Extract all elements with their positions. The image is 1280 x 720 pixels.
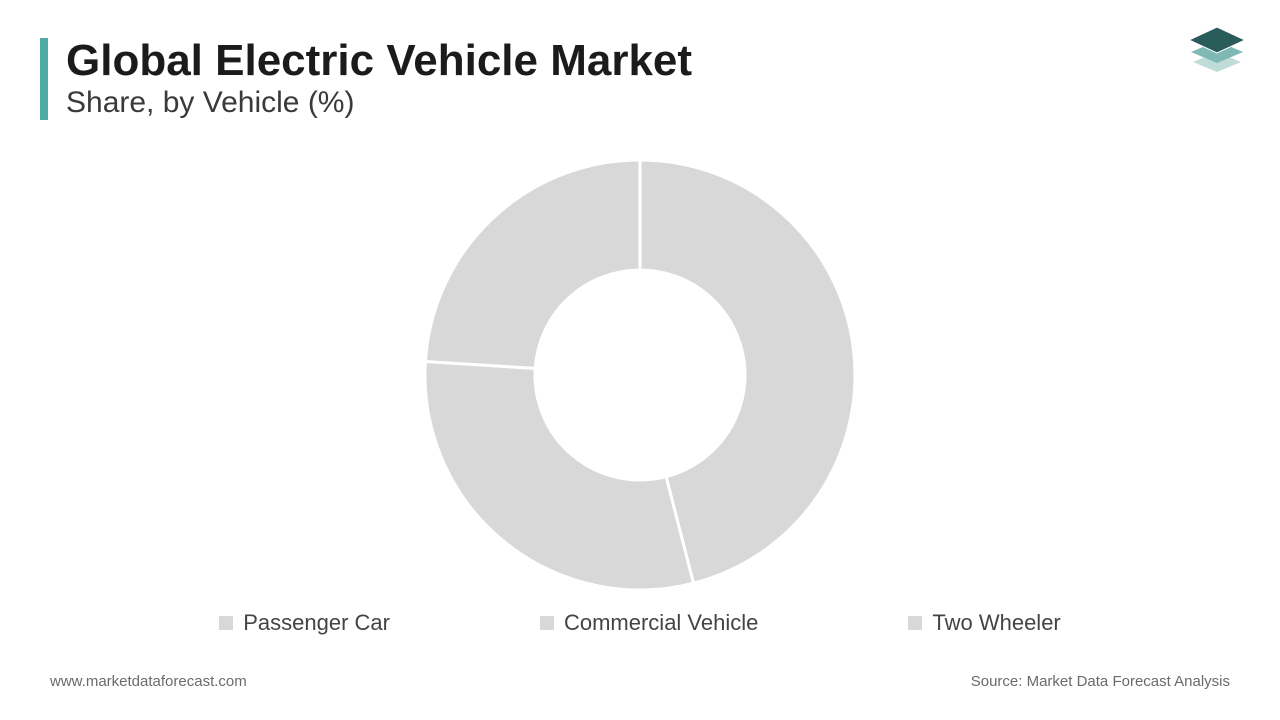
page: Global Electric Vehicle Market Share, by… [0, 0, 1280, 720]
donut-slice [425, 160, 640, 368]
legend-item: Commercial Vehicle [540, 610, 758, 636]
brand-logo-icon [1182, 18, 1252, 78]
footer: www.marketdataforecast.com Source: Marke… [50, 673, 1230, 690]
legend-swatch-icon [908, 616, 922, 630]
chart-legend: Passenger Car Commercial Vehicle Two Whe… [0, 610, 1280, 636]
legend-swatch-icon [219, 616, 233, 630]
page-subtitle: Share, by Vehicle (%) [66, 86, 692, 120]
donut-slice [425, 362, 693, 590]
legend-item: Passenger Car [219, 610, 390, 636]
donut-chart [0, 150, 1280, 600]
title-block: Global Electric Vehicle Market Share, by… [66, 38, 692, 120]
legend-label: Passenger Car [243, 610, 390, 636]
header: Global Electric Vehicle Market Share, by… [40, 38, 692, 120]
legend-label: Commercial Vehicle [564, 610, 758, 636]
footer-source: Source: Market Data Forecast Analysis [971, 673, 1230, 690]
footer-website: www.marketdataforecast.com [50, 673, 247, 690]
legend-item: Two Wheeler [908, 610, 1060, 636]
page-title: Global Electric Vehicle Market [66, 38, 692, 84]
legend-swatch-icon [540, 616, 554, 630]
legend-label: Two Wheeler [932, 610, 1060, 636]
title-accent-bar [40, 38, 48, 120]
